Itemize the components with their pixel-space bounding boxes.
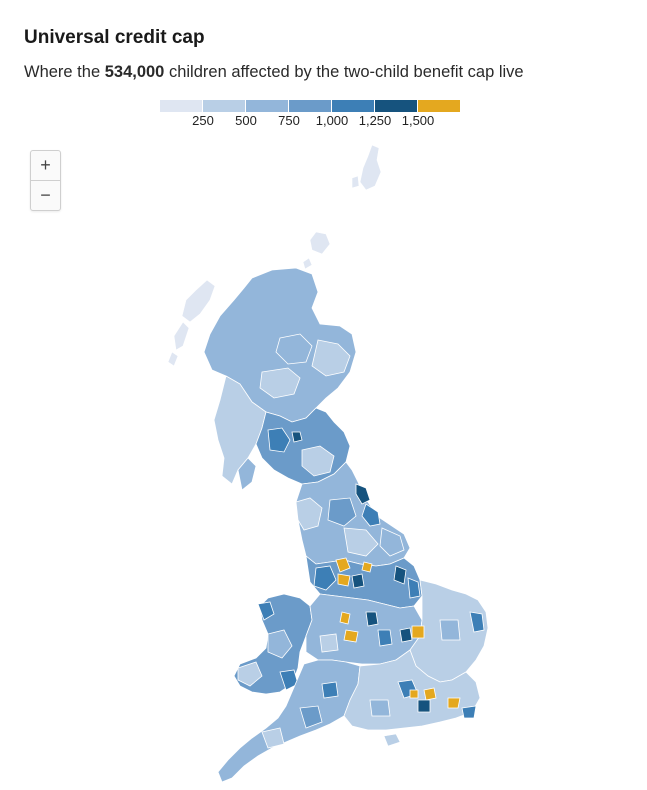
legend-swatch-1 [160, 100, 203, 112]
legend-tick-label: 500 [235, 113, 257, 128]
shetland-islands [351, 144, 382, 191]
legend-tick-label: 250 [192, 113, 214, 128]
isle-of-wight [383, 733, 401, 747]
legend-tick-label: 750 [278, 113, 300, 128]
legend-swatch-7 [418, 100, 461, 112]
subtitle-text-start: Where the [24, 63, 105, 81]
outer-hebrides [167, 279, 216, 367]
legend-swatches [160, 100, 461, 112]
legend-swatch-6 [375, 100, 418, 112]
legend-ticks: 250 500 750 1,000 1,250 1,500 [160, 112, 461, 128]
subtitle-highlight-number: 534,000 [104, 63, 165, 81]
legend-tick-label: 1,500 [401, 113, 435, 128]
zoom-out-button[interactable]: − [31, 180, 60, 210]
legend-swatch-5 [332, 100, 375, 112]
midlands-region [305, 593, 423, 665]
map-title: Universal credit cap [24, 27, 205, 48]
color-legend: 250 500 750 1,000 1,250 1,500 [160, 100, 461, 128]
wales-region [233, 593, 313, 695]
subtitle-text-end: children affected by the two-child benef… [164, 63, 524, 81]
legend-swatch-2 [203, 100, 246, 112]
northern-england-region [295, 461, 423, 609]
legend-tick-label: 1,250 [358, 113, 392, 128]
zoom-in-button[interactable]: + [40, 155, 51, 175]
legend-swatch-4 [289, 100, 332, 112]
legend-tick-label: 1,000 [315, 113, 349, 128]
map-subtitle: Where the 534,000 children affected by t… [24, 63, 524, 82]
orkney-islands [302, 231, 331, 270]
east-england-region [409, 579, 489, 683]
scotland-region [203, 267, 357, 491]
zoom-control: + − [30, 150, 61, 211]
legend-swatch-3 [246, 100, 289, 112]
south-east-region [343, 649, 481, 731]
